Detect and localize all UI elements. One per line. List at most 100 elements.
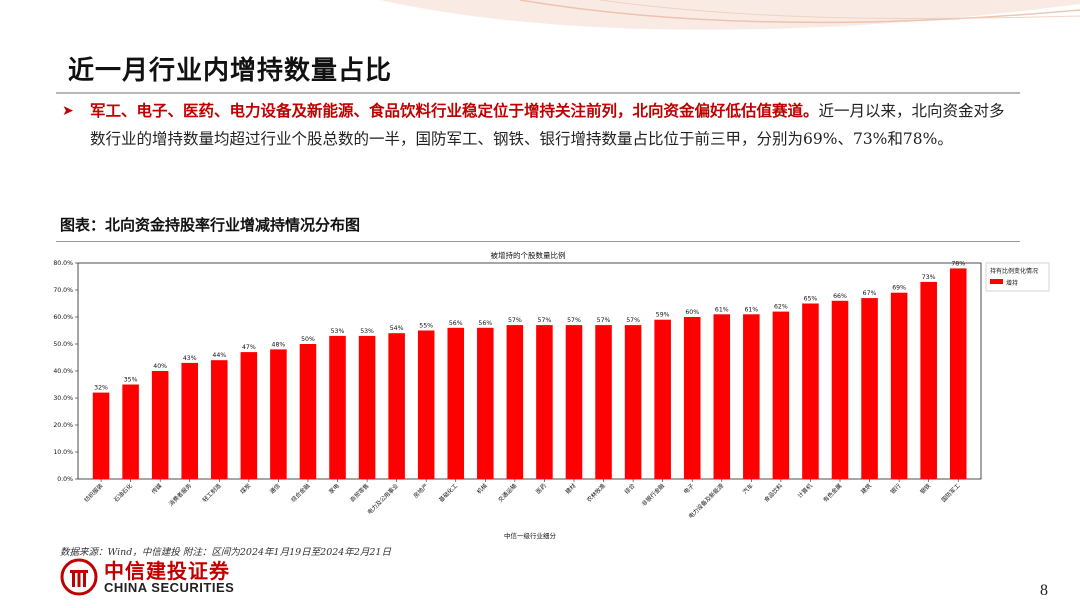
x-tick-label: 传媒 [150, 482, 164, 496]
x-tick-label: 基础化工 [437, 482, 459, 504]
x-tick-label: 钢铁 [918, 482, 932, 496]
x-tick-label: 电力及公用事业 [366, 482, 400, 516]
x-tick-label: 消费者服务 [167, 482, 193, 508]
bar-value-label: 55% [419, 323, 433, 330]
company-logo: 中信建投证券 CHINA SECURITIES [60, 555, 260, 599]
bar [270, 349, 287, 479]
bar-value-label: 67% [863, 290, 877, 297]
y-tick-label: 10.0% [53, 449, 73, 456]
x-axis: 纺织服装 石油石化 传媒 消费者服务 轻工制造 煤炭 通信 综合金融 家电 商贸零售电力及公用事业… [82, 479, 962, 520]
x-tick-label: 轻工制造 [201, 482, 223, 504]
bar-value-label: 56% [478, 320, 492, 327]
x-tick-label: 医药 [534, 482, 548, 496]
bar [211, 360, 228, 479]
bar [683, 317, 701, 479]
summary-bullet: ➤ 军工、电子、医药、电力设备及新能源、食品饮料行业稳定位于增持关注前列，北向资… [62, 97, 1020, 153]
figure-caption: 图表：北向资金持股率行业增减持情况分布图 [60, 216, 361, 234]
bar [181, 362, 199, 479]
bar [565, 325, 583, 479]
x-tick-label: 非银行金融 [640, 482, 666, 508]
x-tick-label: 农林牧渔 [585, 482, 607, 504]
legend-swatch [990, 279, 1003, 284]
x-tick-label: 建材 [564, 482, 578, 496]
bar-value-label: 50% [301, 336, 315, 343]
x-tick-label: 机械 [475, 482, 489, 496]
x-tick-label: 国防军工 [940, 482, 962, 504]
arrow-bullet-icon: ➤ [62, 103, 74, 119]
bar-value-label: 43% [183, 355, 197, 362]
bar-value-label: 57% [597, 317, 611, 324]
bar [772, 311, 790, 479]
bar [920, 281, 937, 479]
x-tick-label: 煤炭 [238, 482, 252, 496]
x-tick-label: 建筑 [859, 482, 873, 496]
bar [743, 314, 760, 479]
bar-value-label: 53% [360, 328, 374, 335]
legend-entry: 增持 [1006, 279, 1018, 287]
bar-value-label: 56% [449, 320, 463, 327]
x-tick-label: 食品饮料 [762, 482, 784, 504]
bar-value-label: 59% [656, 312, 670, 319]
bar [861, 298, 878, 479]
x-tick-label: 纺织服装 [82, 482, 104, 504]
bar [831, 300, 849, 479]
citic-emblem-icon [60, 558, 98, 596]
chart-title: 被增持的个股数量比例 [491, 250, 566, 260]
title-divider [56, 92, 1020, 94]
source-note: 数据来源：Wind，中信建投 附注：区间为2024年1月19日至2024年2月2… [60, 547, 391, 558]
y-axis: 0.0% 10.0% 20.0% 30.0% 40.0% 50.0% 60.0% 70.0% 8… [53, 260, 78, 483]
legend: 持有比例变化情况 增持 [985, 262, 1050, 292]
logo-chinese-name: 中信建投证券 [104, 559, 230, 583]
y-tick-label: 50.0% [53, 341, 73, 348]
bar [890, 292, 908, 479]
x-tick-label: 电子 [682, 482, 696, 496]
logo-english-name: CHINA SECURITIES [104, 580, 235, 595]
bar [329, 335, 346, 479]
bar-value-label: 48% [272, 341, 286, 348]
bar-value-label: 69% [892, 285, 906, 292]
x-tick-label: 银行 [889, 482, 903, 496]
bar-value-label: 44% [212, 352, 226, 359]
bar-value-label: 66% [833, 293, 847, 300]
bar [417, 330, 435, 479]
bar [388, 333, 405, 479]
y-tick-label: 60.0% [53, 314, 73, 321]
bar-value-label: 57% [508, 317, 522, 324]
bar [358, 335, 376, 479]
legend-frame [985, 262, 1050, 292]
legend-title: 持有比例变化情况 [990, 267, 1038, 275]
bar [299, 344, 317, 479]
bar [949, 268, 967, 479]
bar-value-label: 32% [94, 385, 108, 392]
page-number: 8 [1040, 582, 1048, 599]
bar-value-label: 40% [153, 363, 167, 370]
bar [92, 392, 110, 479]
x-axis-label: 中信一级行业细分 [504, 531, 557, 540]
bar-value-label: 57% [567, 317, 581, 324]
summary-text: 军工、电子、医药、电力设备及新能源、食品饮料行业稳定位于增持关注前列，北向资金偏… [62, 97, 1020, 153]
bar-value-label: 35% [124, 377, 138, 384]
bar [802, 303, 819, 479]
x-tick-label: 石油石化 [112, 482, 134, 504]
x-tick-label: 有色金属 [821, 482, 843, 504]
x-tick-label: 交通运输 [496, 482, 518, 504]
bar-series: 32% 35% 40% 43% 44% 47% 48% 50% 53% 53% 54% 55% 56% 5… [92, 260, 967, 479]
bar-value-label: 78% [951, 260, 965, 267]
bar [624, 325, 642, 479]
bar [151, 371, 169, 479]
bar [595, 325, 612, 479]
x-tick-label: 综合金融 [289, 482, 311, 504]
bar [240, 352, 258, 479]
x-tick-label: 房地产 [412, 482, 430, 500]
bar-value-label: 60% [685, 309, 699, 316]
bar-value-label: 73% [922, 274, 936, 281]
caption-divider [56, 241, 1020, 242]
bar-value-label: 62% [774, 304, 788, 311]
bar-value-label: 61% [715, 306, 729, 313]
bar-value-label: 53% [331, 328, 345, 335]
bar-value-label: 61% [744, 306, 758, 313]
bar-value-label: 47% [242, 344, 256, 351]
bar [536, 325, 553, 479]
bar [713, 314, 731, 479]
